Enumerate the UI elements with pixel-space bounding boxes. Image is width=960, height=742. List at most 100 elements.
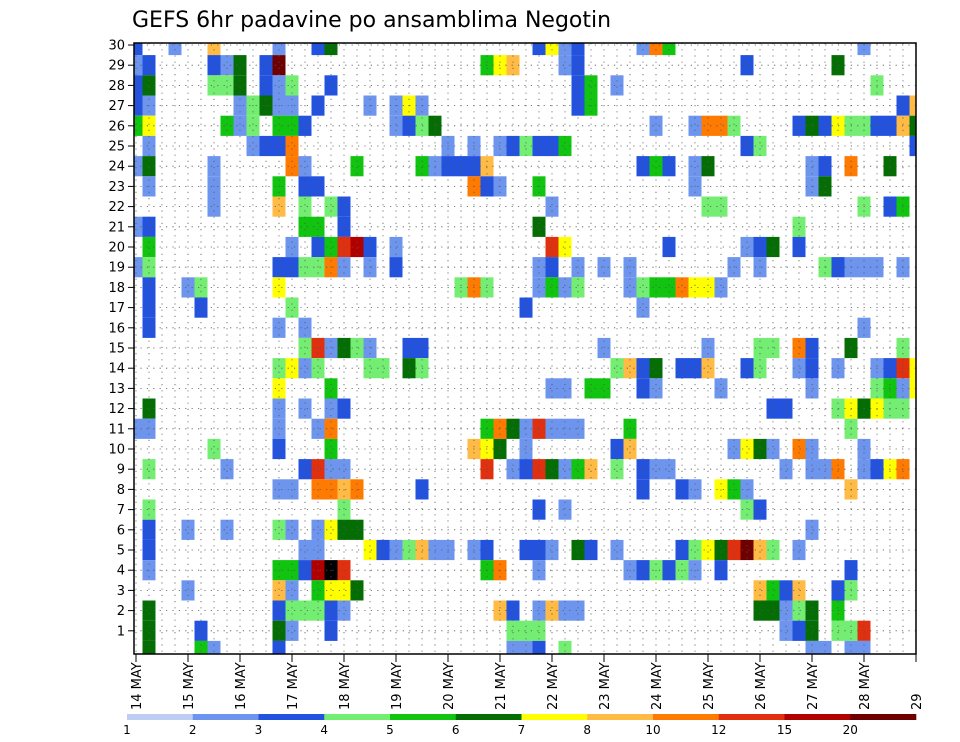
heatmap-cell xyxy=(740,438,754,460)
heatmap-cell xyxy=(142,519,156,540)
heatmap-cell xyxy=(792,216,806,237)
heatmap-cell xyxy=(207,55,221,76)
y-tick-label: 4 xyxy=(117,564,125,579)
colorbar-label: 15 xyxy=(777,723,792,737)
y-tick-label: 14 xyxy=(108,362,125,377)
y-tick-label: 1 xyxy=(117,624,125,639)
heatmap-cell xyxy=(584,378,598,399)
heatmap-cell xyxy=(610,459,624,480)
heatmap-cell xyxy=(545,600,559,621)
heatmap-cell xyxy=(532,499,546,520)
heatmap-cell xyxy=(272,580,286,601)
heatmap-cell xyxy=(740,236,754,258)
heatmap-cell xyxy=(285,156,299,177)
heatmap-cell xyxy=(662,236,676,258)
colorbar-label: 20 xyxy=(843,723,858,737)
heatmap-cell xyxy=(857,640,871,654)
heatmap-cell xyxy=(389,539,403,561)
heatmap-cell xyxy=(389,236,403,258)
heatmap-cell xyxy=(766,580,780,601)
heatmap-cell xyxy=(519,539,533,561)
heatmap-cell xyxy=(753,438,767,460)
heatmap-cell xyxy=(558,378,572,399)
heatmap-cell xyxy=(558,277,572,298)
heatmap-cell xyxy=(519,297,533,318)
colorbar-swatch xyxy=(258,714,325,720)
x-tick-label: 27 MAY xyxy=(806,662,821,710)
heatmap-cell xyxy=(272,640,286,654)
y-tick-label: 5 xyxy=(117,544,125,559)
heatmap-cell xyxy=(285,620,299,641)
y-tick-label: 30 xyxy=(108,39,125,54)
heatmap-cell xyxy=(519,418,533,439)
colorbar-swatch xyxy=(653,714,720,720)
heatmap-cell xyxy=(285,135,299,157)
heatmap-cell xyxy=(402,115,416,136)
heatmap-cell xyxy=(506,620,520,641)
heatmap-cell xyxy=(181,277,195,298)
heatmap-cell xyxy=(285,75,299,96)
heatmap-cell xyxy=(134,418,143,439)
heatmap-cell xyxy=(285,358,299,379)
heatmap-cell xyxy=(532,216,546,237)
heatmap-cell xyxy=(298,156,312,177)
heatmap-cell xyxy=(324,378,338,399)
heatmap-cell xyxy=(272,277,286,298)
heatmap-cell xyxy=(857,43,871,56)
heatmap-cell xyxy=(844,640,858,654)
heatmap-cell xyxy=(558,640,572,654)
heatmap-cell xyxy=(142,55,156,76)
heatmap-cell xyxy=(337,499,351,520)
heatmap-cell xyxy=(337,459,351,480)
x-tick-label: 29 xyxy=(910,693,925,710)
heatmap-cell xyxy=(766,600,780,621)
y-tick-label: 28 xyxy=(108,79,125,94)
heatmap-cell xyxy=(701,539,715,561)
x-tick-label: 16 MAY xyxy=(234,662,249,710)
x-tick-label: 26 MAY xyxy=(754,662,769,710)
heatmap-cell xyxy=(350,156,364,177)
heatmap-cell xyxy=(688,115,702,136)
heatmap-cell xyxy=(636,277,650,298)
heatmap-cell xyxy=(134,55,143,76)
heatmap-cell xyxy=(207,156,221,177)
heatmap-cell xyxy=(519,438,533,460)
heatmap-cell xyxy=(753,135,767,157)
heatmap-cell xyxy=(545,43,559,56)
y-tick-label: 8 xyxy=(117,483,125,498)
heatmap-cell xyxy=(350,580,364,601)
heatmap-cell xyxy=(558,499,572,520)
heatmap-cell xyxy=(688,156,702,177)
x-tick-label: 17 MAY xyxy=(286,662,301,710)
colorbar-label: 12 xyxy=(711,723,726,737)
heatmap-cell xyxy=(324,418,338,439)
heatmap-cell xyxy=(311,600,325,621)
heatmap-cell xyxy=(324,620,338,641)
y-tick-label: 11 xyxy=(108,422,125,437)
heatmap-cell xyxy=(311,418,325,439)
heatmap-cell xyxy=(532,640,546,654)
heatmap-cell xyxy=(272,620,286,641)
heatmap-cell xyxy=(779,620,793,641)
colorbar-label: 4 xyxy=(320,723,328,737)
y-tick-label: 26 xyxy=(108,119,125,134)
heatmap-cell xyxy=(688,539,702,561)
heatmap-cell xyxy=(532,459,546,480)
heatmap-cell xyxy=(142,277,156,298)
heatmap-cell xyxy=(506,418,520,439)
heatmap-cell xyxy=(727,539,741,561)
heatmap-cell xyxy=(571,539,585,561)
heatmap-cell xyxy=(506,459,520,480)
heatmap-cell xyxy=(324,459,338,480)
heatmap-cell xyxy=(623,358,637,379)
heatmap-cell xyxy=(272,418,286,439)
x-axis: 14 MAY 15 MAY 16 MAY 17 MAY 18 MAY 19 MAY 20 M… xyxy=(130,654,925,710)
heatmap-cell xyxy=(285,297,299,318)
heatmap-cell xyxy=(818,156,832,177)
y-tick-label: 25 xyxy=(108,140,125,155)
heatmap-cell xyxy=(714,115,728,136)
heatmap-cell xyxy=(714,539,728,561)
heatmap-cell xyxy=(779,398,793,419)
colorbar: 1 2 3 4 5 6 7 8 10 12 15 20 xyxy=(123,714,917,737)
heatmap-cell xyxy=(506,55,520,76)
